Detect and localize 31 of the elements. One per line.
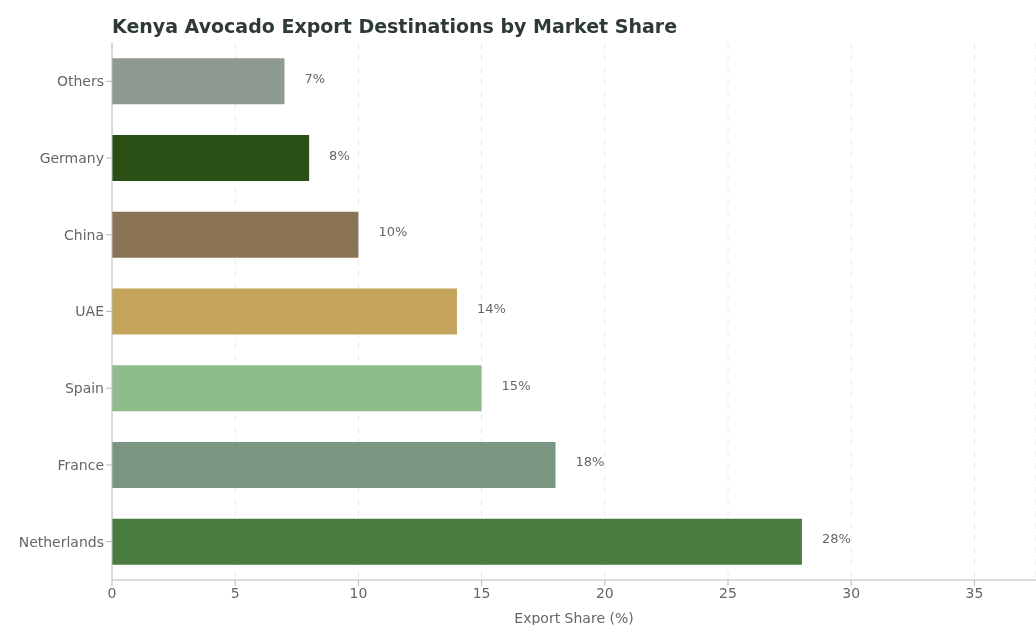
data-label: 10%	[378, 224, 408, 240]
x-tick-label: 10	[349, 584, 368, 601]
bar	[112, 365, 482, 412]
data-label: 7%	[304, 70, 326, 86]
data-label: 15%	[501, 377, 531, 393]
bar	[112, 288, 457, 335]
y-tick-label: France	[57, 456, 104, 473]
x-tick-label: 20	[595, 584, 614, 601]
y-tick-label: Others	[56, 73, 104, 90]
y-tick-label: Spain	[64, 380, 104, 397]
x-tick-label: 35	[965, 584, 984, 601]
bar	[112, 211, 359, 258]
x-tick-label: 5	[230, 584, 240, 601]
bar	[112, 518, 802, 565]
y-tick-label: UAE	[75, 303, 104, 320]
y-tick-label: China	[64, 226, 104, 243]
data-label: 14%	[476, 300, 506, 316]
data-label: 8%	[329, 147, 350, 163]
y-tick-label: Netherlands	[18, 533, 104, 550]
bar	[112, 135, 310, 182]
x-axis-title: Export Share (%)	[514, 610, 634, 625]
bar	[112, 441, 556, 488]
x-tick-label: 0	[107, 584, 117, 601]
chart-title: Kenya Avocado Export Destinations by Market Share	[112, 15, 678, 37]
bar	[112, 58, 285, 105]
x-tick-label: 30	[842, 584, 861, 601]
x-tick-label: 15	[472, 584, 491, 601]
data-label: 28%	[821, 531, 851, 547]
x-tick-label: 25	[719, 584, 737, 601]
y-tick-label: Germany	[39, 150, 104, 167]
data-label: 18%	[575, 454, 605, 470]
